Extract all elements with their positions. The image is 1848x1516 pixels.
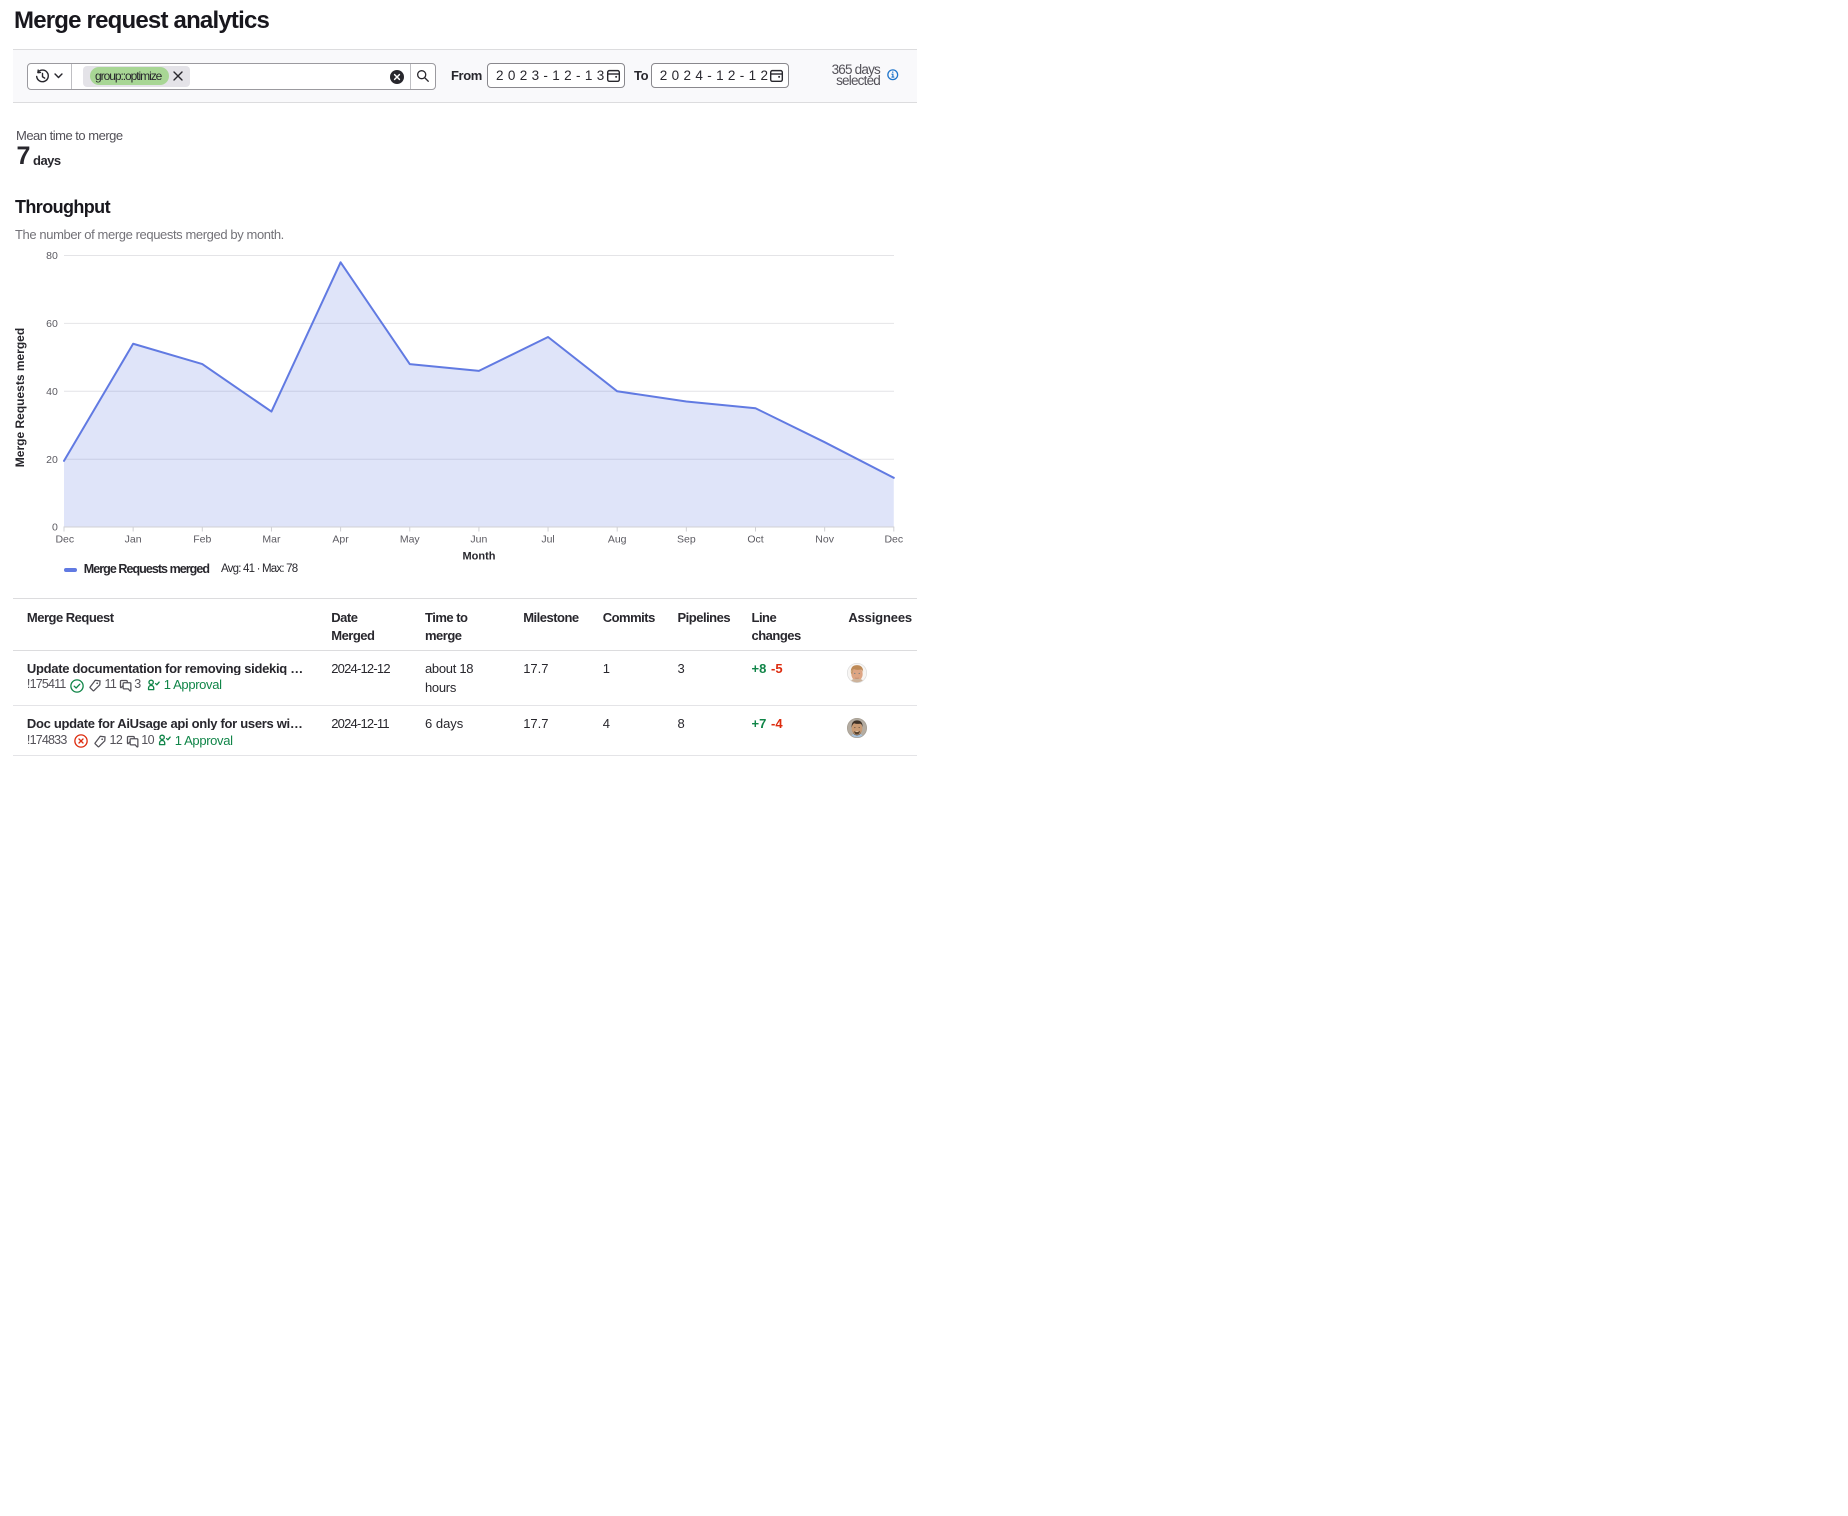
svg-text:80: 80 xyxy=(46,250,58,262)
svg-text:Month: Month xyxy=(463,550,496,562)
svg-text:Dec: Dec xyxy=(55,534,74,546)
svg-text:May: May xyxy=(400,534,421,546)
svg-text:Apr: Apr xyxy=(332,534,349,546)
svg-text:0: 0 xyxy=(52,522,58,534)
svg-text:Jul: Jul xyxy=(541,534,554,546)
svg-text:Feb: Feb xyxy=(193,534,211,546)
svg-text:20: 20 xyxy=(46,454,58,466)
svg-text:Mar: Mar xyxy=(262,534,281,546)
svg-text:Nov: Nov xyxy=(815,534,834,546)
svg-text:60: 60 xyxy=(46,318,58,330)
svg-text:Jan: Jan xyxy=(125,534,142,546)
svg-text:Merge Requests merged: Merge Requests merged xyxy=(13,328,27,467)
svg-text:Jun: Jun xyxy=(470,534,487,546)
svg-text:40: 40 xyxy=(46,386,58,398)
svg-text:Aug: Aug xyxy=(608,534,627,546)
svg-text:Sep: Sep xyxy=(677,534,696,546)
svg-text:Oct: Oct xyxy=(747,534,763,546)
svg-text:Dec: Dec xyxy=(884,534,903,546)
